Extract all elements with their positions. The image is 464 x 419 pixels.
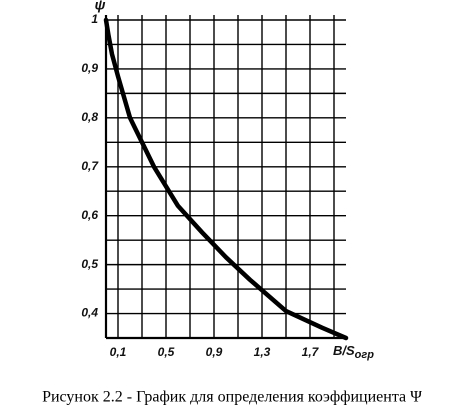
- y-tick-label: 0,4: [81, 306, 98, 320]
- y-axis-label: ψ: [95, 0, 106, 13]
- x-axis-label: B/Sогр: [333, 343, 374, 360]
- x-tick-label: 0,1: [110, 345, 127, 359]
- x-axis-label-sub: огр: [355, 349, 375, 361]
- y-tick-label: 0,9: [81, 61, 98, 75]
- y-tick-label: 0,5: [81, 257, 98, 271]
- x-tick-label: 1,3: [254, 345, 271, 359]
- y-tick-label: 1: [91, 12, 98, 26]
- x-tick-label: 0,9: [206, 345, 223, 359]
- y-tick-label: 0,7: [81, 159, 99, 173]
- curve: [103, 17, 349, 341]
- x-axis-label-main: B/S: [333, 343, 355, 358]
- x-tick-label: 1,7: [302, 345, 320, 359]
- caption: Рисунок 2.2 - График для определения коэ…: [42, 389, 422, 406]
- y-tick-label: 0,8: [81, 110, 98, 124]
- y-tick-label: 0,6: [81, 208, 98, 222]
- x-tick-label: 0,5: [158, 345, 175, 359]
